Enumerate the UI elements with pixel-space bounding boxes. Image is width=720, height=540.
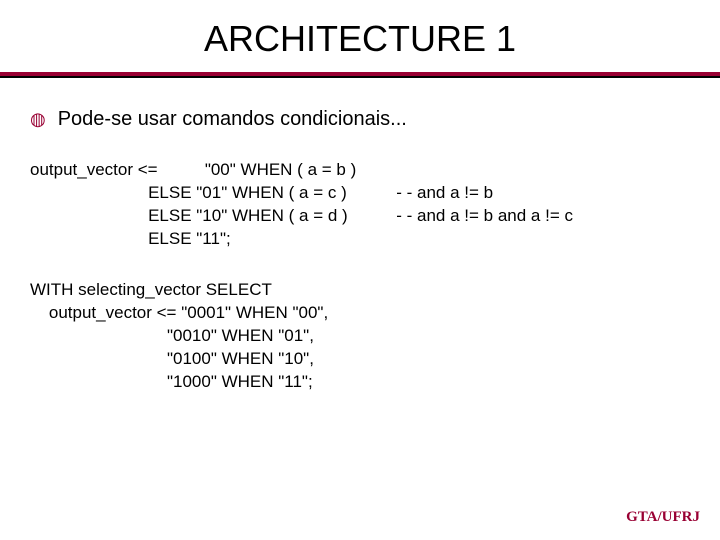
bullet-text: Pode-se usar comandos condicionais... xyxy=(58,108,407,131)
code-block-1: output_vector <= "00" WHEN ( a = b ) ELS… xyxy=(30,159,690,251)
code-block-1-right: - - and a != b - - and a != b and a != c xyxy=(396,159,573,251)
content-area: ◍ Pode-se usar comandos condicionais... … xyxy=(0,78,720,393)
page-title: ARCHITECTURE 1 xyxy=(0,0,720,72)
footer-label: GTA/UFRJ xyxy=(626,509,700,526)
code-block-1-left: output_vector <= "00" WHEN ( a = b ) ELS… xyxy=(30,159,356,251)
bullet-icon: ◍ xyxy=(30,109,46,130)
code-block-2: WITH selecting_vector SELECT output_vect… xyxy=(30,279,690,394)
bullet-line: ◍ Pode-se usar comandos condicionais... xyxy=(30,108,690,131)
spacer xyxy=(30,251,690,279)
